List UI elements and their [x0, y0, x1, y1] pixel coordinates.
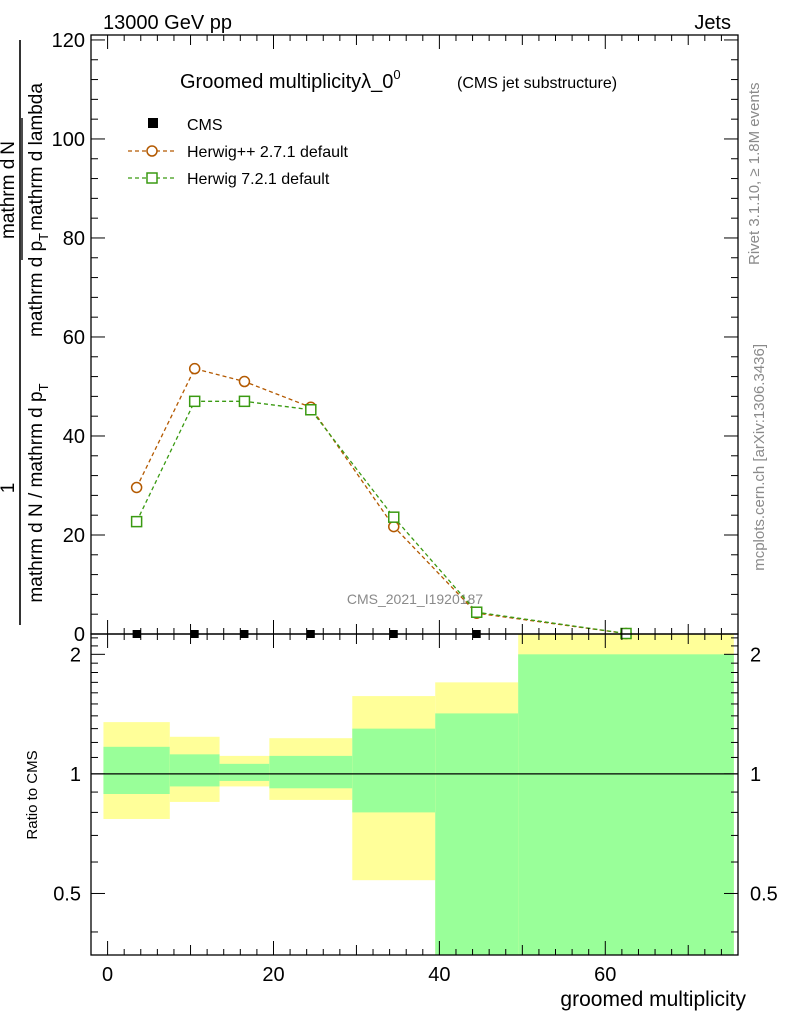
main-y-axis-label: 1 mathrm d N / mathrm d pT mathrm dN mat…: [0, 40, 51, 625]
main-y-tick-label: 60: [63, 327, 85, 349]
ratio-green-band: [103, 746, 170, 794]
main-y-tick-label: 20: [63, 525, 85, 547]
ratio-green-band: [219, 763, 270, 781]
main-y-tick-label: 40: [63, 426, 85, 448]
ratio-plot-frame: [90, 633, 739, 956]
ratio-y-tick-label: 2: [70, 644, 81, 666]
title-text: Groomed multiplicityλ_00: [180, 67, 401, 93]
herwig7-point: [130, 515, 143, 528]
herwigpp-point: [388, 520, 400, 533]
y-label-denominator-left: mathrm d N / mathrm d pT: [26, 383, 51, 602]
legend-entry: Herwig 7.2.1 default: [128, 171, 330, 188]
legend-circle-marker: [146, 145, 158, 157]
legend-entry: Herwig++ 2.7.1 default: [128, 144, 349, 161]
legend: CMS Herwig++ 2.7.1 default Herwig 7.2.1 de…: [128, 117, 349, 188]
main-y-tick-label: 80: [63, 228, 85, 250]
category-label: Jets: [694, 12, 731, 34]
x-tick-label: 0: [102, 964, 113, 986]
herwig7-point: [305, 403, 317, 416]
herwigpp-point: [238, 375, 251, 388]
plot-frames: [90, 34, 739, 956]
herwig7-point: [388, 511, 400, 523]
x-axis-label: groomed multiplicity: [560, 988, 746, 1011]
herwig7-point: [188, 395, 201, 408]
ratio-y-tick-label-right: 1: [750, 764, 761, 786]
legend-cms-marker: [148, 118, 158, 128]
ratio-y-tick-label-right: 2: [750, 644, 761, 666]
ratio-bands: [91, 634, 738, 955]
legend-label: Herwig 7.2.1 default: [187, 171, 330, 188]
herwig7-point: [470, 606, 483, 618]
y-label-numerator-right: mathrm dN: [0, 141, 19, 239]
ratio-y-tick-label: 0.5: [53, 883, 81, 905]
legend-label: Herwig++ 2.7.1 default: [187, 144, 349, 161]
x-tick-label: 40: [428, 964, 450, 986]
ratio-green-band: [169, 754, 220, 787]
axis-ticks: 0 20 40 60 80 100 120 0 20 40 60 0.5 0.5 1 1 2 2: [52, 30, 778, 986]
x-tick-label: 20: [262, 964, 284, 986]
analysis-id-label: CMS_2021_I1920187: [347, 591, 483, 607]
y-label-numerator-one: 1: [0, 483, 19, 494]
ratio-green-band: [435, 713, 519, 955]
main-y-tick-label: 100: [52, 129, 85, 151]
ratio-y-tick-label-right: 0.5: [750, 883, 778, 905]
ratio-green-band: [518, 654, 734, 955]
plot-title: Groomed multiplicityλ_00 (CMS jet substr…: [180, 67, 617, 93]
herwigpp-point: [188, 362, 201, 375]
mcplots-label: mcplots.cern.ch [arXiv:1306.3436]: [751, 344, 768, 571]
x-tick-label: 60: [594, 964, 616, 986]
main-y-tick-label: 0: [74, 624, 85, 646]
ratio-y-tick-label: 1: [70, 764, 81, 786]
ratio-y-axis-label: Ratio to CMS: [24, 750, 41, 839]
energy-label: 13000 GeV pp: [103, 12, 232, 34]
y-label-denominator-right: mathrm d pTmathrm d lambda: [26, 83, 51, 337]
ratio-green-band: [269, 755, 353, 789]
ratio-green-band: [352, 728, 436, 813]
rivet-version-label: Rivet 3.1.10, ≥ 1.8M events: [746, 83, 763, 266]
herwig7-point: [238, 395, 251, 408]
main-y-tick-label: 120: [52, 30, 85, 52]
herwigpp-point: [130, 481, 143, 494]
legend-entry: CMS: [148, 117, 223, 134]
subtitle-text: (CMS jet substructure): [457, 75, 617, 92]
legend-label: CMS: [187, 117, 223, 134]
legend-square-marker: [146, 172, 158, 184]
